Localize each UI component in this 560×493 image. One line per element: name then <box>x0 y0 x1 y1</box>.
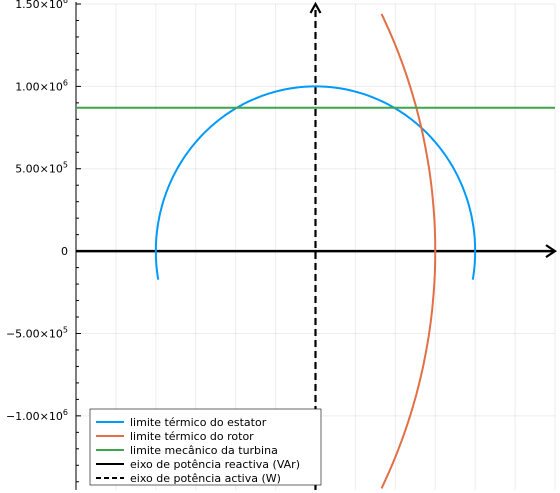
stator-limit-curve <box>154 85 477 280</box>
y-tick-label: −1.00×106 <box>6 408 68 423</box>
y-tick-label: 1.00×106 <box>15 78 68 93</box>
y-tick-label: 1.50×106 <box>15 0 68 11</box>
legend-box <box>89 408 322 486</box>
legend-label: limite térmico do rotor <box>130 430 254 443</box>
y-tick-label: 5.00×105 <box>15 161 68 176</box>
y-ticks: 1.50×106 1.00×106 5.00×105 0 −5.00×105 −1.00×… <box>6 0 81 483</box>
y-tick-label: −5.00×105 <box>6 325 68 340</box>
rotor-limit-curve <box>380 13 437 489</box>
legend-label: eixo de potência reactiva (VAr) <box>130 458 300 471</box>
legend-label: limite térmico do estator <box>130 416 267 429</box>
legend-label: limite mecânico da turbina <box>130 444 278 457</box>
active-axis-arrowhead <box>309 1 322 14</box>
legend-label: eixo de potência activa (W) <box>130 472 281 485</box>
reactive-axis-arrowhead <box>545 244 557 259</box>
y-tick-label: 0 <box>61 245 68 258</box>
